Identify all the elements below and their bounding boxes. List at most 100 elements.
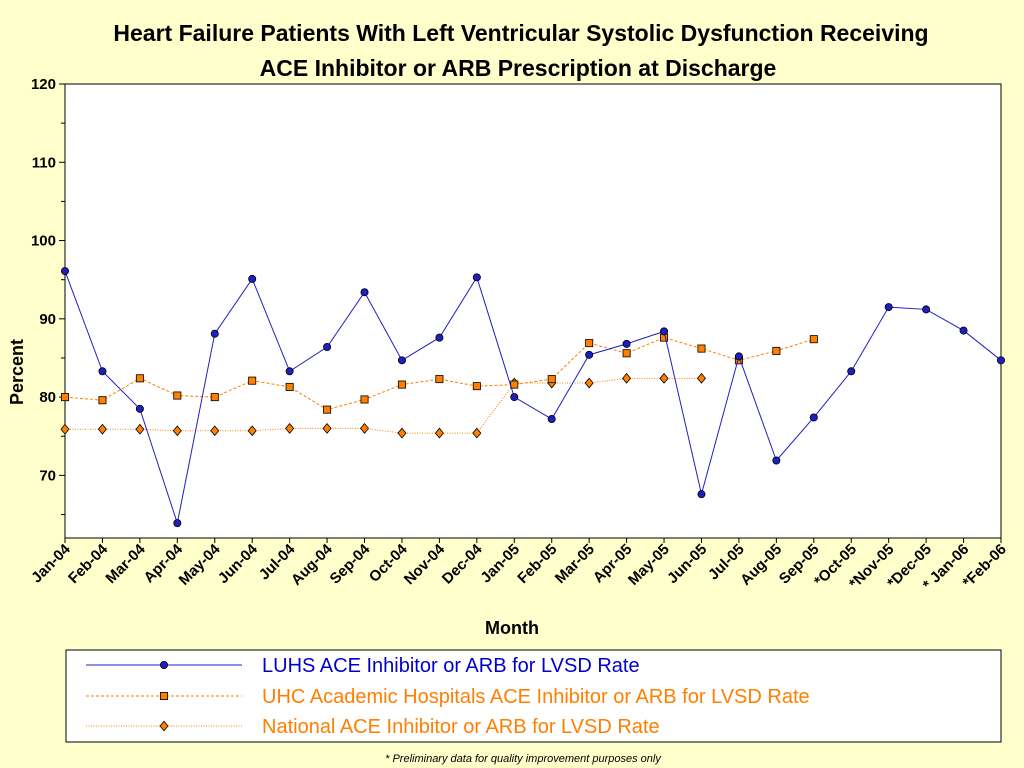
data-point <box>248 376 257 385</box>
data-point <box>472 427 482 439</box>
y-tick-label: 80 <box>39 389 56 406</box>
data-point <box>285 382 294 391</box>
y-tick-label: 120 <box>31 76 56 93</box>
data-point <box>397 356 406 365</box>
data-point <box>472 382 481 391</box>
data-point <box>809 413 818 422</box>
data-point <box>622 349 631 358</box>
data-point <box>584 377 594 389</box>
data-point <box>472 273 481 282</box>
plot-area <box>64 83 1002 539</box>
legend-marker <box>159 661 168 670</box>
data-point <box>248 274 257 283</box>
series-layer <box>60 267 1006 528</box>
footnote: * Preliminary data for quality improveme… <box>385 753 662 765</box>
data-point <box>772 346 781 355</box>
data-point <box>323 343 332 352</box>
x-tick-label: Dec-04 <box>439 540 486 587</box>
x-tick-label: Aug-05 <box>737 541 785 589</box>
data-point <box>435 375 444 384</box>
chart-title: Heart Failure Patients With Left Ventric… <box>113 20 928 81</box>
data-point <box>135 423 145 435</box>
data-point <box>397 427 407 439</box>
data-point <box>510 380 519 389</box>
x-axis: Jan-04Feb-04Mar-04Apr-04May-04Jun-04Jul-… <box>28 538 1010 594</box>
data-point <box>696 372 707 384</box>
x-tick-label: Jun-04 <box>215 540 262 587</box>
x-tick-label: Jan-04 <box>28 540 74 586</box>
data-point <box>547 415 556 424</box>
data-point <box>98 396 107 405</box>
x-tick-label: Aug-04 <box>288 540 336 588</box>
x-tick-label: Feb-04 <box>65 540 112 587</box>
data-point <box>61 393 70 402</box>
data-point <box>435 333 444 342</box>
data-point <box>285 367 294 376</box>
data-point <box>210 393 219 402</box>
data-point <box>60 423 70 435</box>
legend-label: National ACE Inhibitor or ARB for LVSD R… <box>262 716 660 738</box>
legend-label: UHC Academic Hospitals ACE Inhibitor or … <box>262 686 810 708</box>
data-point <box>360 288 369 297</box>
data-point <box>622 339 631 348</box>
data-point <box>135 404 144 413</box>
data-point <box>397 380 406 389</box>
data-point <box>322 422 332 434</box>
x-tick-label: Nov-04 <box>401 540 449 588</box>
x-tick-label: Jun-05 <box>664 541 710 587</box>
data-point <box>697 490 706 499</box>
data-point <box>434 427 444 439</box>
data-point <box>359 422 370 434</box>
data-point <box>61 267 70 276</box>
data-point <box>959 326 968 335</box>
data-point <box>98 367 107 376</box>
data-point <box>173 391 182 400</box>
series-circle <box>61 267 1006 528</box>
data-point <box>285 422 295 434</box>
data-point <box>510 393 519 402</box>
x-tick-label: Sep-04 <box>327 540 374 587</box>
legend-marker <box>159 692 168 701</box>
x-tick-label: Jan-05 <box>477 541 523 587</box>
legend-label: LUHS ACE Inhibitor or ARB for LVSD Rate <box>262 655 640 677</box>
data-point <box>997 356 1006 365</box>
y-axis-label: Percent <box>7 339 27 405</box>
x-tick-label: Feb-05 <box>514 541 560 587</box>
data-point <box>135 374 144 383</box>
x-axis-label: Month <box>485 618 539 638</box>
data-point <box>772 456 781 465</box>
y-tick-label: 90 <box>39 311 56 328</box>
data-point <box>247 425 257 437</box>
series-diamond <box>60 372 707 439</box>
data-point <box>809 335 818 344</box>
y-tick-label: 110 <box>32 154 56 171</box>
data-point <box>922 305 931 314</box>
data-point <box>585 339 594 348</box>
data-point <box>210 329 219 338</box>
data-point <box>847 367 856 376</box>
data-point <box>585 350 594 359</box>
data-point <box>323 405 332 414</box>
data-point <box>697 344 706 353</box>
series-line <box>64 270 1002 526</box>
x-tick-label: Mar-04 <box>102 540 149 587</box>
y-tick-label: 70 <box>39 467 56 484</box>
data-point <box>884 303 893 312</box>
data-point <box>659 372 669 384</box>
x-tick-label: May-05 <box>625 541 673 589</box>
data-point <box>173 519 182 528</box>
data-point <box>97 423 107 435</box>
data-point <box>210 425 220 437</box>
data-point <box>622 372 632 384</box>
x-tick-label: Mar-05 <box>552 541 598 587</box>
data-point <box>660 327 669 336</box>
legend: LUHS ACE Inhibitor or ARB for LVSD Rate U… <box>65 649 1002 743</box>
y-axis: 70 80 90 100 110 120 <box>31 76 65 516</box>
data-point <box>547 375 556 384</box>
data-point <box>172 425 182 437</box>
legend-marker <box>159 720 169 732</box>
data-point <box>360 395 369 404</box>
data-point <box>734 352 743 361</box>
